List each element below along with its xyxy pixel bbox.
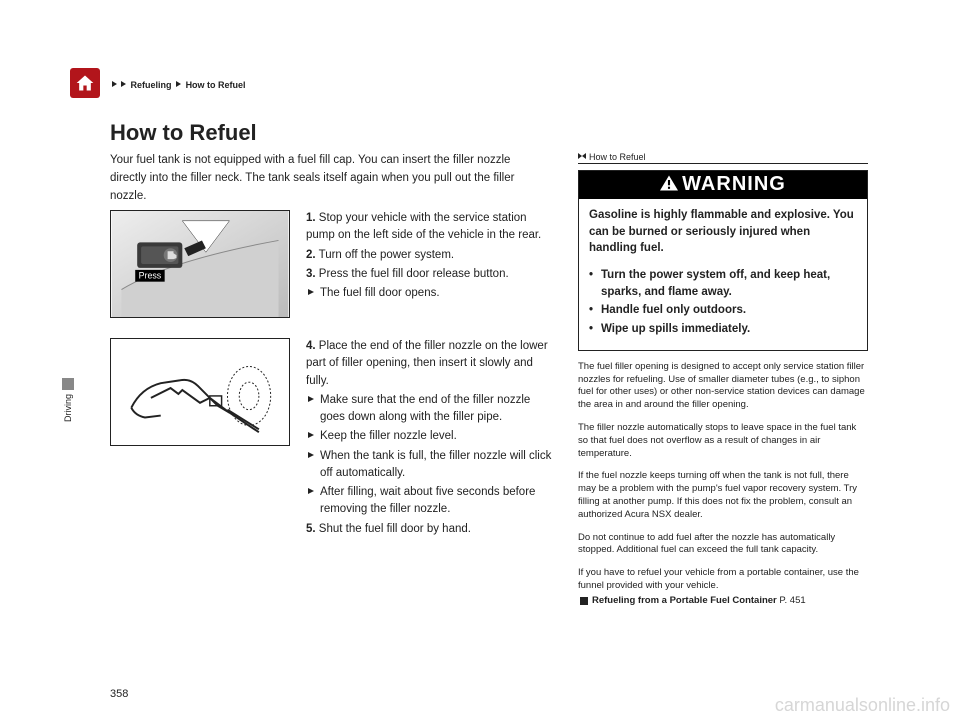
watermark: carmanualsonline.info bbox=[775, 695, 950, 716]
sidebar-ref-page: P. 451 bbox=[779, 595, 805, 606]
step-sub: When the tank is full, the filler nozzle… bbox=[306, 448, 554, 483]
sidebar-para: The fuel filler opening is designed to a… bbox=[578, 361, 868, 412]
warning-bullet: Wipe up spills immediately. bbox=[589, 321, 857, 338]
sidebar-para: If you have to refuel your vehicle from … bbox=[578, 567, 868, 593]
sidebar-header: How to Refuel bbox=[578, 152, 868, 164]
sidebar-ref: Refueling from a Portable Fuel Container… bbox=[578, 595, 868, 606]
breadcrumb-b: How to Refuel bbox=[186, 80, 246, 90]
steps-group-2: 4. Place the end of the filler nozzle on… bbox=[306, 338, 554, 540]
step-num: 5. bbox=[306, 523, 316, 535]
sidebar-para: If the fuel nozzle keeps turning off whe… bbox=[578, 470, 868, 521]
sidebar-para: The filler nozzle automatically stops to… bbox=[578, 422, 868, 460]
step-sub: Make sure that the end of the filler noz… bbox=[306, 392, 554, 427]
page-title: How to Refuel bbox=[110, 120, 257, 146]
figure-filler-nozzle bbox=[110, 338, 290, 446]
step-text: Stop your vehicle with the service stati… bbox=[306, 212, 541, 241]
home-icon[interactable] bbox=[70, 68, 100, 98]
step-text: Place the end of the filler nozzle on th… bbox=[306, 340, 548, 387]
warning-box: WARNING Gasoline is highly flammable and… bbox=[578, 170, 868, 351]
warning-heading: WARNING bbox=[579, 171, 867, 199]
sidebar: How to Refuel WARNING Gasoline is highly… bbox=[578, 152, 868, 606]
step-text: Press the fuel fill door release button. bbox=[319, 268, 509, 280]
sidebar-para: Do not continue to add fuel after the no… bbox=[578, 532, 868, 558]
step-num: 3. bbox=[306, 268, 316, 280]
figure-release-button: Press bbox=[110, 210, 290, 318]
steps-group-1: 1. Stop your vehicle with the service st… bbox=[306, 210, 554, 304]
section-tab-label: Driving bbox=[63, 394, 73, 422]
warning-title: WARNING bbox=[682, 173, 786, 195]
breadcrumb: Refueling How to Refuel bbox=[110, 80, 246, 90]
sidebar-header-text: How to Refuel bbox=[589, 152, 646, 162]
warning-bullet: Turn the power system off, and keep heat… bbox=[589, 267, 857, 300]
step-sub: Keep the filler nozzle level. bbox=[306, 428, 554, 445]
breadcrumb-a: Refueling bbox=[131, 80, 172, 90]
warning-lead: Gasoline is highly flammable and explosi… bbox=[589, 207, 857, 257]
step-text: Turn off the power system. bbox=[319, 249, 455, 261]
step-num: 4. bbox=[306, 340, 316, 352]
sidebar-ref-text: Refueling from a Portable Fuel Container bbox=[592, 595, 777, 606]
page-number: 358 bbox=[110, 688, 128, 700]
section-tab: Driving bbox=[62, 378, 74, 438]
svg-text:Press: Press bbox=[139, 271, 162, 281]
step-text: Shut the fuel fill door by hand. bbox=[319, 523, 471, 535]
step-num: 1. bbox=[306, 212, 316, 224]
step-sub: After filling, wait about five seconds b… bbox=[306, 484, 554, 519]
step-sub: The fuel fill door opens. bbox=[306, 285, 554, 302]
step-num: 2. bbox=[306, 249, 316, 261]
intro-text: Your fuel tank is not equipped with a fu… bbox=[110, 152, 550, 205]
warning-bullet: Handle fuel only outdoors. bbox=[589, 302, 857, 319]
